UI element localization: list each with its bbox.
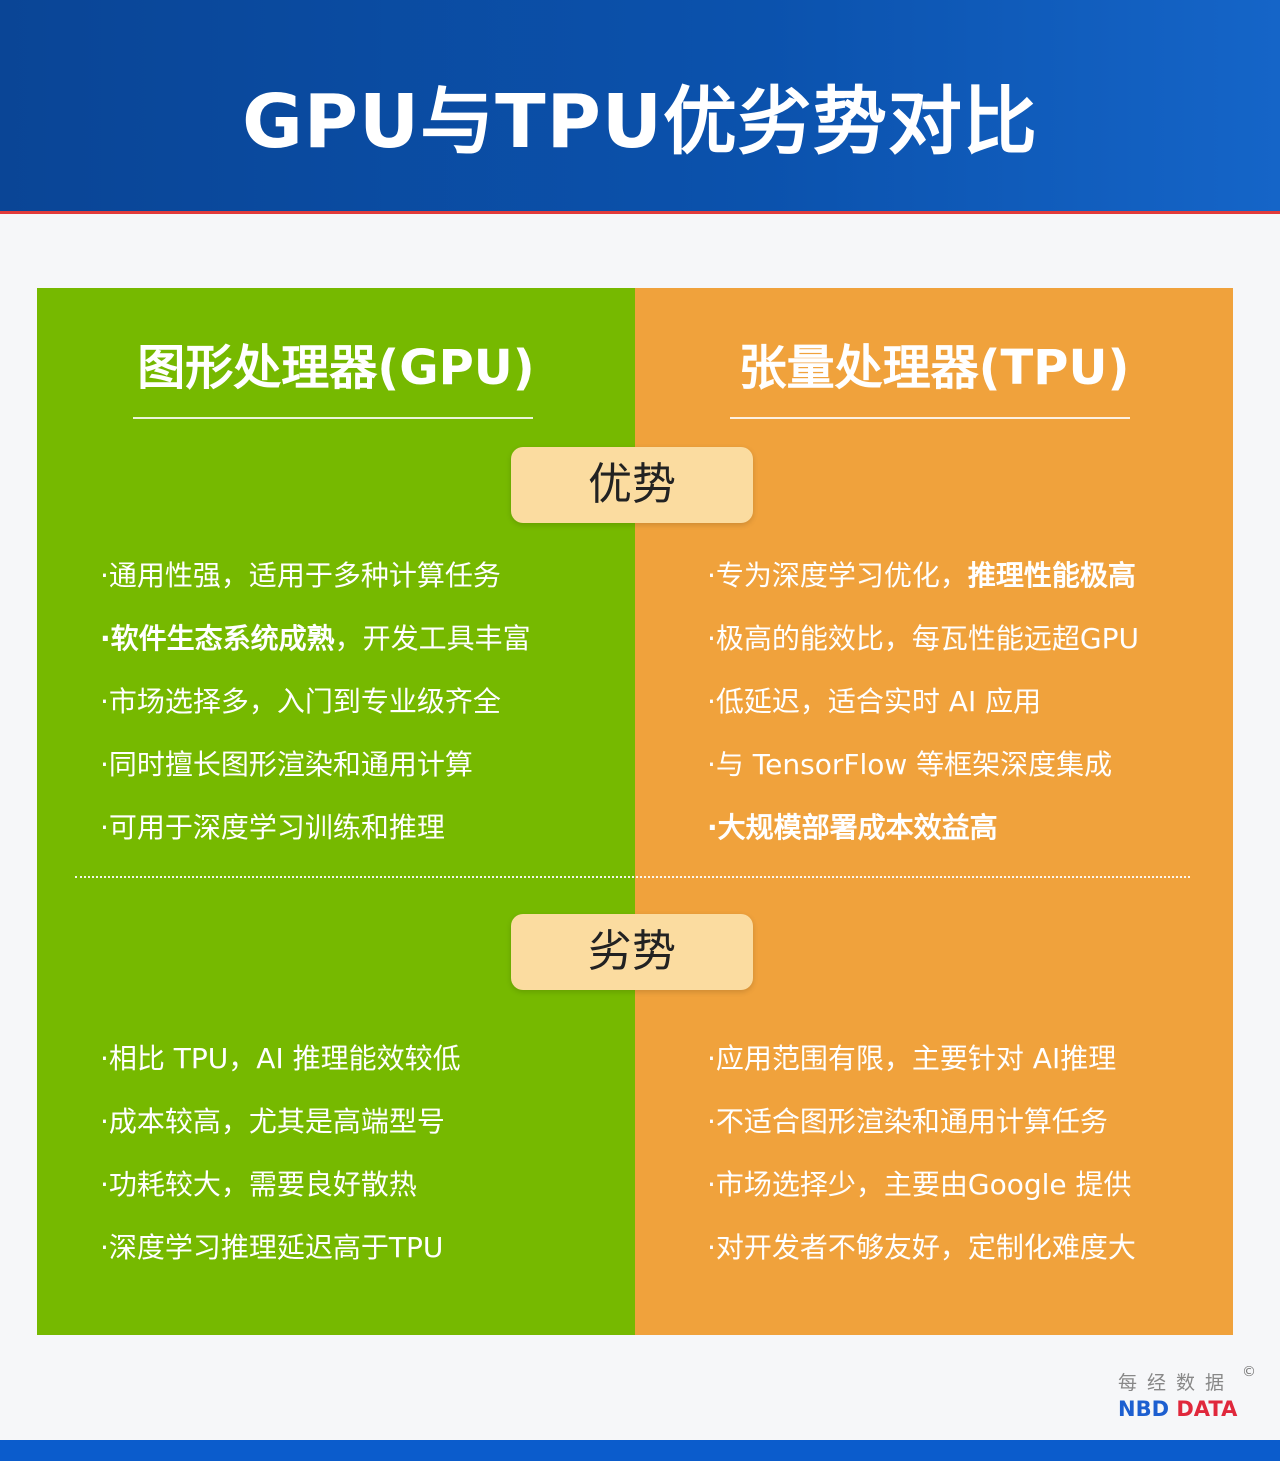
copyright-mark: ©: [1242, 1364, 1256, 1380]
item-text: ·不适合图形渲染和通用计算任务: [707, 1105, 1108, 1138]
page-title: GPU与TPU优劣势对比: [242, 79, 1038, 165]
item-text: ·低延迟，适合实时 AI 应用: [707, 685, 1042, 718]
item-text: ·对开发者不够友好，定制化难度大: [707, 1231, 1136, 1264]
list-item: ·市场选择少，主要由Google 提供: [707, 1153, 1136, 1216]
nbd-data-logo: 每经数据 NBD DATA: [1118, 1368, 1237, 1421]
list-item: ·软件生态系统成熟，开发工具丰富: [100, 607, 531, 670]
list-item: ·应用范围有限，主要针对 AI推理: [707, 1027, 1136, 1090]
item-text: ·市场选择少，主要由Google 提供: [707, 1168, 1132, 1201]
gpu-cons-list: ·相比 TPU，AI 推理能效较低 ·成本较高，尤其是高端型号 ·功耗较大，需要良好…: [100, 1027, 461, 1279]
item-text: ·功耗较大，需要良好散热: [100, 1168, 417, 1201]
item-text: ，开发工具丰富: [334, 622, 531, 655]
item-text: ·与 TensorFlow 等框架深度集成: [707, 748, 1113, 781]
footer-bar: [0, 1440, 1280, 1461]
list-item: ·功耗较大，需要良好散热: [100, 1153, 461, 1216]
item-text: ·深度学习推理延迟高于TPU: [100, 1231, 444, 1264]
item-text: ·同时擅长图形渲染和通用计算: [100, 748, 473, 781]
tpu-heading-underline: [730, 417, 1130, 419]
gpu-pros-list: ·通用性强，适用于多种计算任务 ·软件生态系统成熟，开发工具丰富 ·市场选择多，入门…: [100, 544, 531, 859]
list-item: ·与 TensorFlow 等框架深度集成: [707, 733, 1139, 796]
item-text: ·通用性强，适用于多种计算任务: [100, 559, 501, 592]
list-item: ·极高的能效比，每瓦性能远超GPU: [707, 607, 1139, 670]
item-text: ·成本较高，尤其是高端型号: [100, 1105, 445, 1138]
list-item: ·同时擅长图形渲染和通用计算: [100, 733, 531, 796]
list-item: ·通用性强，适用于多种计算任务: [100, 544, 531, 607]
header-banner: GPU与TPU优劣势对比: [0, 0, 1280, 214]
gpu-heading-underline: [133, 417, 533, 419]
item-text: ·应用范围有限，主要针对 AI推理: [707, 1042, 1117, 1075]
logo-nbd: NBD: [1118, 1397, 1170, 1421]
tpu-heading: 张量处理器(TPU): [738, 340, 1130, 396]
pros-badge: 优势: [511, 447, 753, 523]
item-text: ·市场选择多，入门到专业级齐全: [100, 685, 501, 718]
list-item: ·相比 TPU，AI 推理能效较低: [100, 1027, 461, 1090]
list-item: ·大规模部署成本效益高: [707, 796, 1139, 859]
cons-badge: 劣势: [511, 914, 753, 990]
item-text: ·专为深度学习优化，: [707, 559, 968, 592]
list-item: ·市场选择多，入门到专业级齐全: [100, 670, 531, 733]
tpu-cons-list: ·应用范围有限，主要针对 AI推理 ·不适合图形渲染和通用计算任务 ·市场选择少，主…: [707, 1027, 1136, 1279]
list-item: ·专为深度学习优化，推理性能极高: [707, 544, 1139, 607]
logo-chinese: 每经数据: [1118, 1372, 1235, 1394]
logo-data: DATA: [1176, 1397, 1238, 1421]
list-item: ·可用于深度学习训练和推理: [100, 796, 531, 859]
gpu-heading: 图形处理器(GPU): [137, 340, 535, 396]
bold-text: ·软件生态系统成熟: [100, 622, 335, 655]
list-item: ·不适合图形渲染和通用计算任务: [707, 1090, 1136, 1153]
tpu-pros-list: ·专为深度学习优化，推理性能极高 ·极高的能效比，每瓦性能远超GPU ·低延迟，适合…: [707, 544, 1139, 859]
list-item: ·成本较高，尤其是高端型号: [100, 1090, 461, 1153]
bold-text: ·大规模部署成本效益高: [707, 811, 998, 844]
item-text: ·相比 TPU，AI 推理能效较低: [100, 1042, 461, 1075]
item-text: ·可用于深度学习训练和推理: [100, 811, 445, 844]
list-item: ·对开发者不够友好，定制化难度大: [707, 1216, 1136, 1279]
list-item: ·深度学习推理延迟高于TPU: [100, 1216, 461, 1279]
list-item: ·低延迟，适合实时 AI 应用: [707, 670, 1139, 733]
bold-text: 推理性能极高: [967, 559, 1136, 592]
item-text: ·极高的能效比，每瓦性能远超GPU: [707, 622, 1139, 655]
section-divider: [75, 876, 1190, 878]
